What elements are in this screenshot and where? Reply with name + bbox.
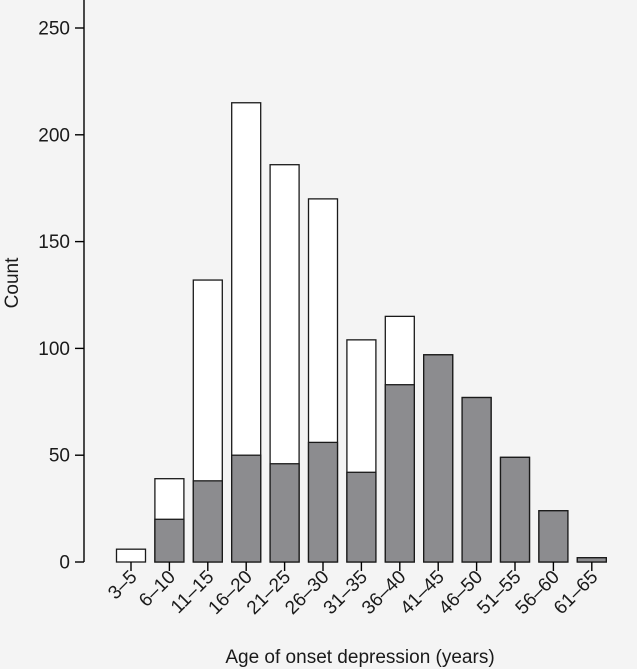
bar-subset: [384, 384, 415, 563]
bar-subset: [231, 454, 262, 563]
bar-subset: [269, 463, 300, 563]
bar-subset: [423, 354, 454, 563]
bar-subset: [461, 396, 492, 563]
y-tick-label: 250: [38, 19, 70, 40]
bar-subset: [538, 510, 569, 563]
bar-subset: [499, 456, 531, 563]
y-tick-label: 100: [38, 339, 70, 360]
bar-subset: [307, 441, 339, 563]
y-tick-label: 50: [49, 446, 70, 467]
plot-area: 0501001502002503–56–1011–1516–2021–2526–…: [38, 0, 607, 619]
bar-total: [115, 548, 147, 563]
bar-subset: [576, 557, 607, 563]
bar-subset: [192, 480, 223, 563]
bar-subset: [346, 471, 377, 563]
x-axis-title: Age of onset depression (years): [225, 647, 494, 668]
y-tick-label: 150: [38, 232, 70, 253]
y-tick-label: 0: [59, 553, 70, 574]
x-tick-label: 61–65: [550, 567, 602, 619]
y-axis-title: Count: [2, 257, 23, 308]
bar-subset: [154, 518, 185, 563]
y-tick-label: 200: [38, 125, 70, 146]
